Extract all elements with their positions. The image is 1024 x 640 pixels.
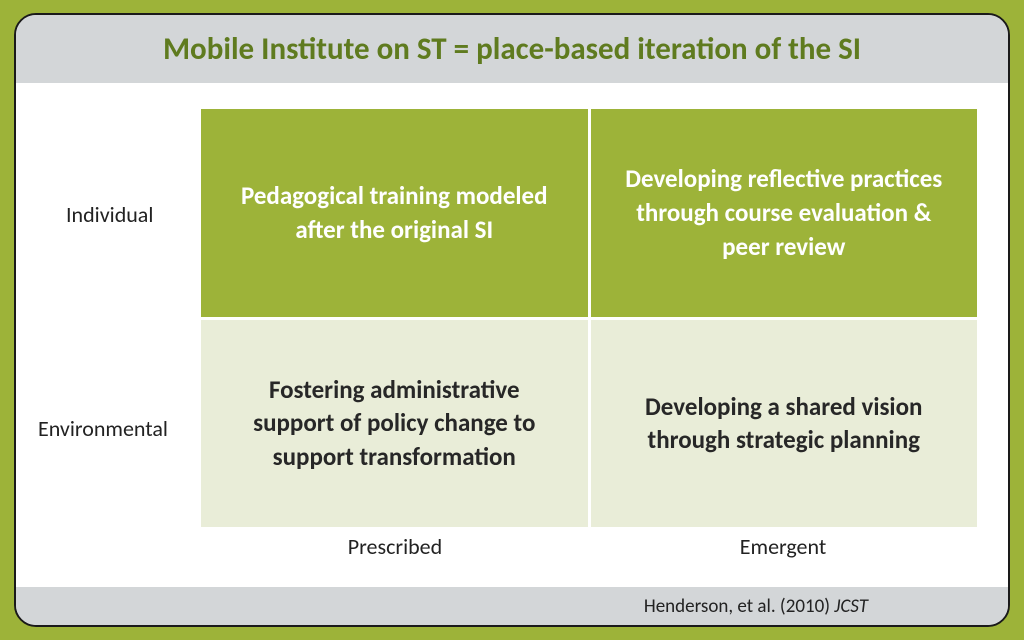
content-area: Individual Environmental Pedagogical tra… — [16, 83, 1008, 587]
citation: Henderson, et al. (2010) JCST — [644, 595, 868, 618]
col-label-prescribed: Prescribed — [201, 533, 589, 560]
citation-journal: JCST — [834, 595, 868, 618]
row-label-environmental: Environmental — [38, 415, 168, 442]
footer-bar: Henderson, et al. (2010) JCST — [16, 587, 1008, 625]
cell-environmental-prescribed: Fostering administrative support of poli… — [201, 320, 588, 528]
citation-prefix: Henderson, et al. (2010) — [644, 595, 834, 618]
cell-individual-emergent: Developing reflective practices through … — [591, 109, 978, 317]
cell-environmental-emergent: Developing a shared vision through strat… — [591, 320, 978, 528]
col-label-emergent: Emergent — [589, 533, 977, 560]
title-bar: Mobile Institute on ST = place-based ite… — [16, 15, 1008, 83]
cell-individual-prescribed: Pedagogical training modeled after the o… — [201, 109, 588, 317]
slide-title: Mobile Institute on ST = place-based ite… — [163, 30, 861, 68]
slide-card: Mobile Institute on ST = place-based ite… — [14, 13, 1010, 627]
matrix-grid: Pedagogical training modeled after the o… — [201, 109, 977, 527]
row-label-individual: Individual — [66, 201, 153, 228]
